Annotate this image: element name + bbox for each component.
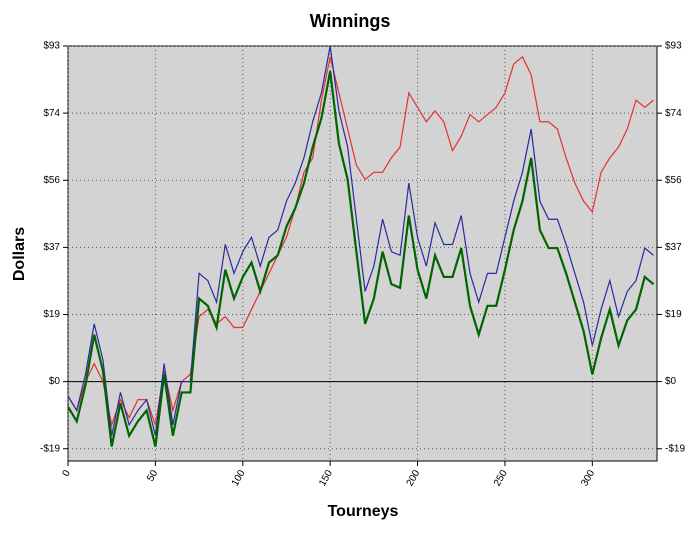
x-tick-label: 300 xyxy=(579,468,597,488)
x-tick-label: 200 xyxy=(405,468,423,488)
y2-tick-label: $37 xyxy=(665,242,682,253)
y-tick-label: $93 xyxy=(43,41,60,52)
series-line xyxy=(67,71,655,447)
y2-tick-label: $0 xyxy=(665,376,677,387)
x-tick-label: 50 xyxy=(145,468,160,484)
x-axis-title: Tourneys xyxy=(328,503,399,520)
x-tick-label: 100 xyxy=(230,468,248,488)
chart-title: Winnings xyxy=(310,11,391,31)
y-axis-title: Dollars xyxy=(11,227,28,281)
y-tick-label: $74 xyxy=(43,108,60,119)
series-line xyxy=(67,45,654,436)
x-tick-label: 250 xyxy=(492,468,510,488)
y2-tick-label: -$19 xyxy=(665,443,685,454)
y2-tick-label: $19 xyxy=(665,309,682,320)
x-tick-label: 0 xyxy=(61,468,74,479)
y2-tick-label: $74 xyxy=(665,108,682,119)
y2-tick-label: $93 xyxy=(665,41,682,52)
y-tick-label: $56 xyxy=(43,175,60,186)
y-tick-label: -$19 xyxy=(40,443,60,454)
y-tick-label: $0 xyxy=(49,376,61,387)
y-tick-label: $19 xyxy=(43,309,60,320)
y2-tick-label: $56 xyxy=(665,175,682,186)
x-tick-label: 150 xyxy=(317,468,335,488)
y-tick-label: $37 xyxy=(43,242,60,253)
